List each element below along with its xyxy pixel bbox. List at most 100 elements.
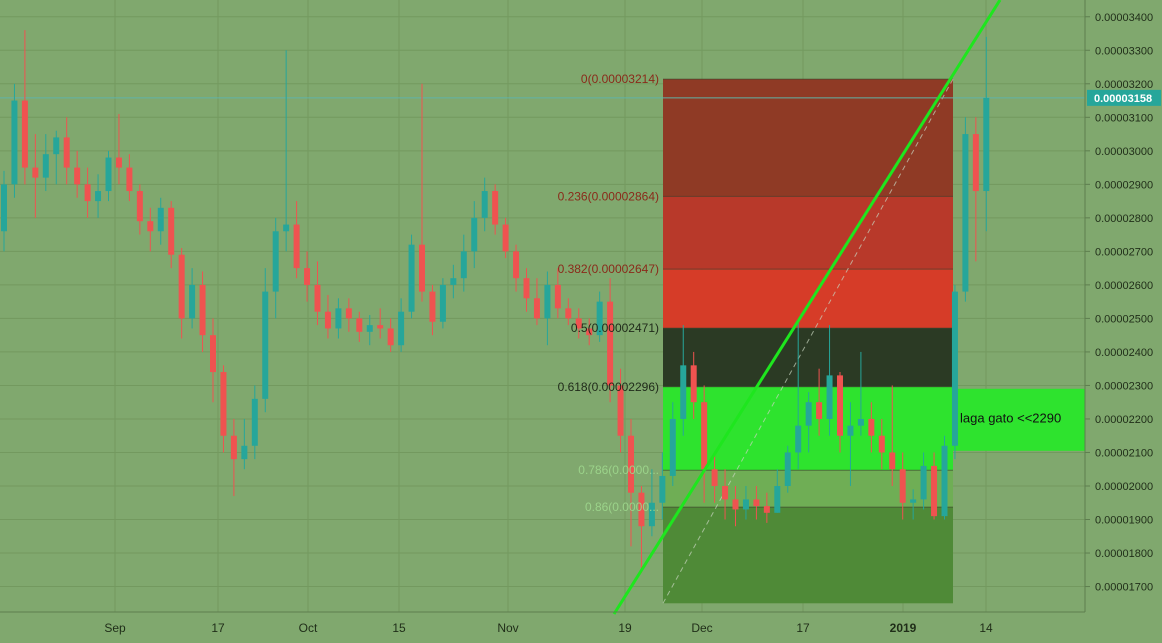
candle-body — [774, 485, 781, 513]
candle-body — [711, 469, 718, 486]
candle-body — [899, 469, 906, 503]
candle-body — [439, 284, 446, 322]
price-tick-label: 0.00003300 — [1095, 45, 1153, 57]
candle-body — [450, 278, 457, 285]
annotation-box — [953, 388, 1085, 451]
candle-body — [419, 244, 425, 292]
candle-body — [11, 100, 18, 185]
fib-zone — [663, 196, 953, 270]
candle-body — [366, 325, 373, 332]
last-price-label: 0.00003158 — [1094, 93, 1152, 105]
candle-body — [753, 499, 760, 507]
candle-body — [931, 465, 938, 517]
price-tick-label: 0.00003200 — [1095, 79, 1153, 91]
candle-body — [492, 191, 499, 225]
candle-body — [607, 301, 614, 386]
price-tick-label: 0.00002300 — [1095, 380, 1153, 392]
candle-body — [84, 184, 91, 202]
time-tick-label: 14 — [979, 621, 993, 635]
price-tick-label: 0.00002800 — [1095, 213, 1153, 225]
candle-body — [575, 318, 582, 329]
last-price-badge — [1087, 89, 1161, 106]
candle-body — [136, 191, 143, 222]
candle-body — [763, 506, 770, 513]
candle-body — [565, 308, 572, 319]
candle-body — [408, 244, 415, 312]
time-tick-label: 2019 — [890, 621, 917, 635]
candle-body — [502, 224, 509, 252]
candle-body — [178, 254, 185, 319]
time-tick-label: Oct — [299, 621, 318, 635]
candle-body — [659, 475, 666, 503]
candle-body — [126, 167, 133, 192]
candle-body — [356, 318, 363, 332]
candle-body — [596, 301, 603, 336]
price-tick-label: 0.00002000 — [1095, 481, 1153, 493]
fib-label: 0.618(0.00002296) — [558, 380, 659, 394]
candle-body — [42, 154, 49, 178]
candle-body — [857, 418, 864, 426]
candle-body — [283, 224, 290, 232]
candle-body — [95, 191, 102, 202]
fib-zone — [663, 328, 953, 387]
candle-body — [732, 499, 739, 510]
candle-body — [889, 452, 896, 470]
candle-body — [554, 284, 561, 309]
fib-label: 0.786(0.0000... — [578, 463, 659, 477]
candle-body — [220, 372, 227, 436]
candle-body — [690, 365, 697, 403]
price-tick-label: 0.00002700 — [1095, 246, 1153, 258]
candle-body — [962, 134, 969, 292]
candle-body — [63, 137, 70, 168]
candle-body — [701, 402, 708, 470]
candle-body — [669, 418, 676, 476]
candle-body — [293, 224, 300, 269]
price-tick-label: 0.00002100 — [1095, 447, 1153, 459]
candle-body — [784, 452, 791, 486]
candle-body — [481, 191, 488, 218]
time-tick-label: 17 — [211, 621, 225, 635]
candle-body — [74, 167, 81, 185]
candle-body — [648, 502, 655, 527]
time-tick-label: Sep — [104, 621, 126, 635]
price-tick-label: 0.00002400 — [1095, 347, 1153, 359]
candle-body — [680, 365, 687, 419]
candle-body — [972, 134, 979, 192]
candle-body — [837, 375, 843, 436]
candle-body — [878, 435, 885, 453]
candle-body — [377, 325, 384, 329]
candle-body — [32, 167, 39, 178]
candle-body — [523, 278, 530, 299]
price-tick-label: 0.00001800 — [1095, 548, 1153, 560]
candle-body — [628, 435, 634, 493]
trend-line — [612, 0, 1002, 615]
price-tick-label: 0.00002900 — [1095, 179, 1153, 191]
candle-body — [398, 311, 405, 346]
fib-label: 0.382(0.00002647) — [558, 262, 659, 276]
candle-body — [189, 284, 196, 319]
candle-body — [722, 485, 729, 500]
candle-body — [847, 425, 854, 436]
candle-body — [533, 298, 540, 319]
candle-body — [471, 217, 478, 252]
annotation-text: laga gato <<2290 — [960, 410, 1061, 425]
candle-body — [544, 284, 551, 319]
candle-body — [638, 492, 645, 527]
candle-body — [147, 221, 154, 232]
candle-body — [586, 328, 593, 336]
candle-body — [314, 284, 321, 312]
candle-body — [920, 465, 927, 500]
fib-label: 0.236(0.00002864) — [558, 189, 659, 203]
candle-body — [1, 184, 7, 232]
fib-zone — [663, 386, 953, 471]
candle-body — [826, 375, 833, 419]
candle-body — [21, 100, 28, 168]
candle-body — [429, 291, 436, 322]
price-tick-label: 0.00002600 — [1095, 280, 1153, 292]
candle-body — [115, 157, 122, 168]
candle-body — [345, 308, 352, 319]
fib-zone — [663, 269, 953, 329]
price-tick-label: 0.00003400 — [1095, 12, 1153, 24]
candle-body — [941, 445, 948, 517]
